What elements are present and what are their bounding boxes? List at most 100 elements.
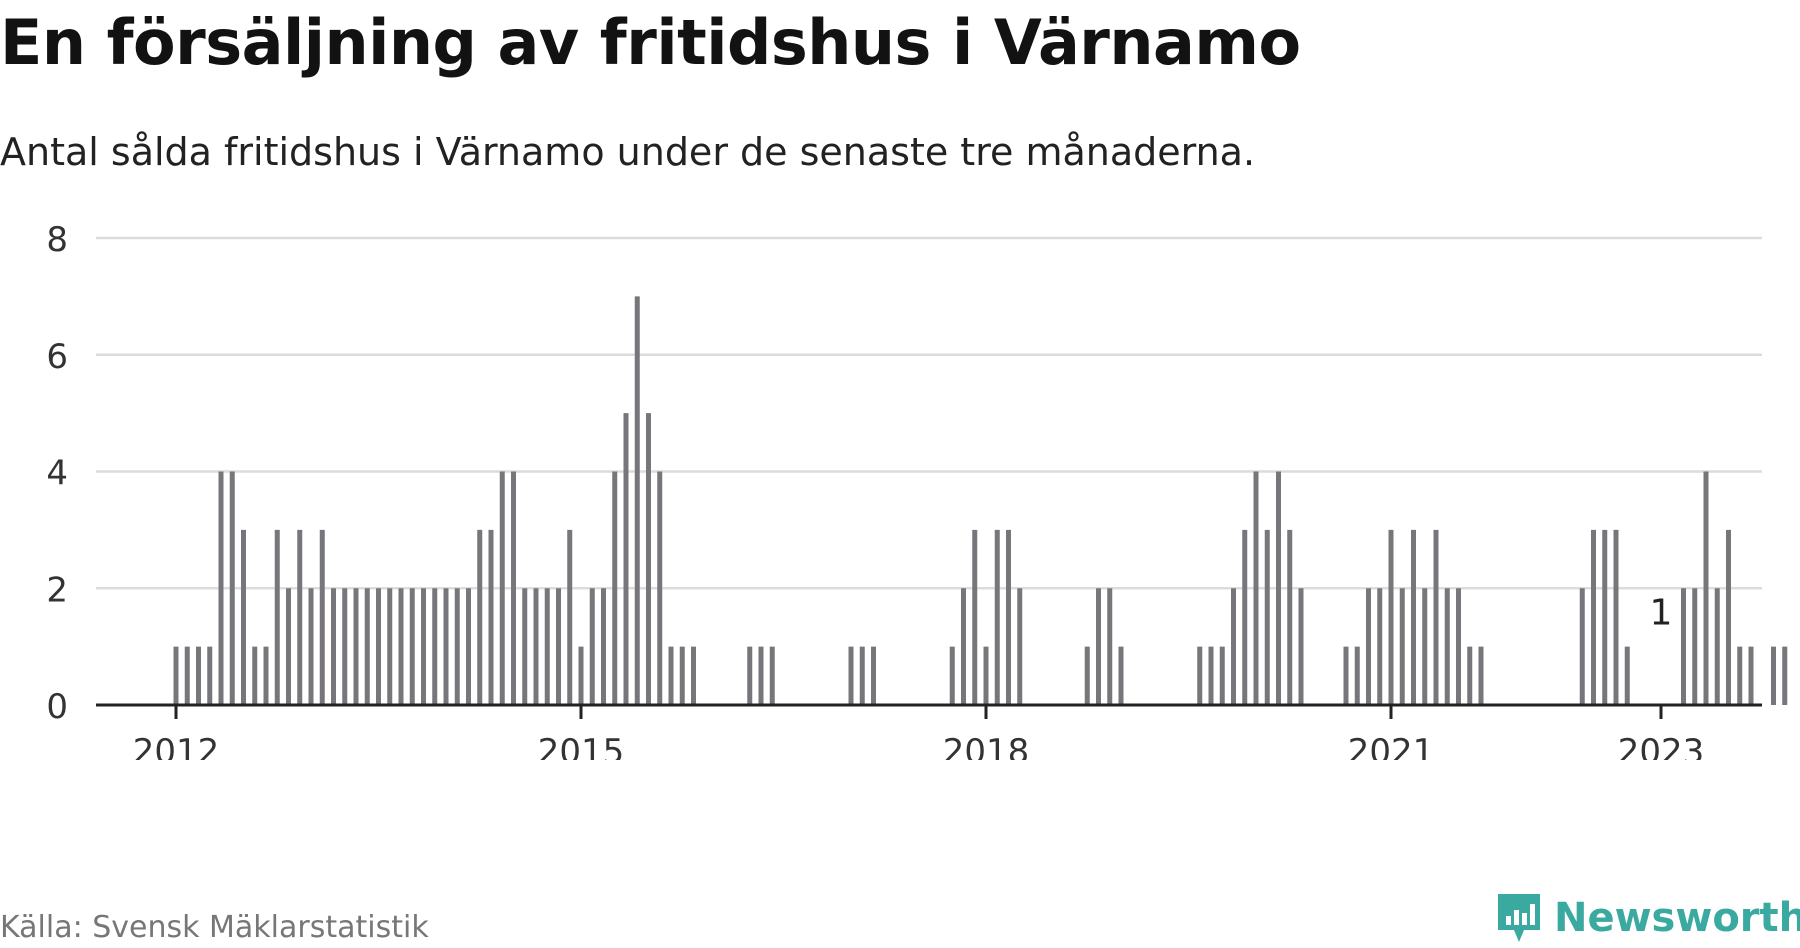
newsworthy-logo: Newsworthy	[1494, 890, 1800, 946]
bar	[1478, 646, 1484, 705]
bar	[1624, 646, 1630, 705]
brand-name: Newsworthy	[1554, 895, 1800, 941]
bar	[522, 588, 528, 705]
bar	[623, 413, 629, 705]
bar	[499, 471, 505, 705]
bar	[634, 296, 640, 705]
bar	[1613, 529, 1619, 705]
bar	[173, 646, 179, 705]
bar	[1692, 588, 1698, 705]
bar	[1107, 588, 1113, 705]
bar	[758, 646, 764, 705]
x-tick-label: 2021	[1348, 732, 1435, 760]
bar	[747, 646, 753, 705]
bar	[241, 529, 246, 705]
bar	[1399, 588, 1405, 705]
bar	[308, 588, 314, 705]
bar	[319, 529, 325, 705]
bar	[657, 471, 663, 705]
bar	[263, 646, 269, 705]
bar	[207, 646, 213, 705]
bar	[983, 646, 989, 705]
highlight-value-label: 1	[1650, 593, 1673, 634]
bar	[331, 588, 336, 705]
bar	[1737, 646, 1743, 705]
y-tick-label: 0	[46, 687, 68, 727]
bar	[769, 646, 775, 705]
bar	[1444, 588, 1450, 705]
bars	[173, 296, 1788, 705]
bar	[848, 646, 854, 705]
bar	[972, 529, 978, 705]
x-tick-label: 2023	[1618, 732, 1705, 760]
gridlines	[96, 236, 1762, 590]
bar	[1219, 646, 1225, 705]
bar	[286, 588, 291, 705]
bar	[218, 471, 224, 705]
source-note: Källa: Svensk Mäklarstatistik	[0, 910, 429, 945]
bar	[668, 646, 674, 705]
bar	[589, 588, 595, 705]
x-tick-label: 2015	[538, 732, 625, 760]
bar	[961, 588, 966, 705]
bar	[1748, 646, 1754, 705]
bar	[1388, 529, 1394, 705]
bar	[1276, 471, 1281, 705]
bar	[1714, 588, 1720, 705]
bar	[443, 588, 449, 705]
bar	[297, 529, 303, 705]
bar	[1681, 588, 1686, 705]
bar	[184, 646, 190, 705]
axes	[96, 703, 1762, 719]
bar	[1726, 529, 1731, 705]
bar	[1467, 646, 1473, 705]
bar	[1377, 588, 1383, 705]
bar	[1264, 529, 1270, 705]
bar	[353, 588, 359, 705]
bar	[387, 588, 393, 705]
bar	[679, 646, 685, 705]
bar	[601, 588, 606, 705]
bar	[578, 646, 584, 705]
bar	[994, 529, 1000, 705]
bar	[1096, 588, 1101, 705]
bar	[398, 588, 404, 705]
tick-labels: 0 2 4 6 8 1 2012 2015 2018 2021 2023	[46, 220, 1704, 760]
x-tick-label: 2018	[943, 732, 1030, 760]
bar	[342, 588, 348, 705]
bar	[454, 588, 460, 705]
bar	[567, 529, 573, 705]
bar	[1084, 646, 1090, 705]
bar	[1456, 588, 1461, 705]
bar	[1343, 646, 1349, 705]
chart-title: En försäljning av fritidshus i Värnamo	[0, 6, 1301, 79]
bar	[1197, 646, 1203, 705]
bar	[252, 646, 258, 705]
bar	[1208, 646, 1214, 705]
bar	[646, 413, 651, 705]
bar	[859, 646, 865, 705]
bar	[1298, 588, 1304, 705]
bar	[488, 529, 494, 705]
bar	[556, 588, 561, 705]
bar	[1253, 471, 1259, 705]
y-tick-label: 4	[46, 454, 68, 494]
x-tick-label: 2012	[133, 732, 220, 760]
y-tick-label: 6	[46, 337, 68, 377]
bar	[376, 588, 381, 705]
bar	[1118, 646, 1124, 705]
bar	[1782, 646, 1788, 705]
bar	[477, 529, 483, 705]
bar	[1242, 529, 1248, 705]
bar	[1017, 588, 1023, 705]
newsworthy-icon	[1498, 894, 1540, 942]
bar	[949, 646, 955, 705]
y-tick-label: 2	[46, 570, 68, 610]
bar	[1287, 529, 1293, 705]
bar	[871, 646, 876, 705]
bar	[229, 471, 235, 705]
bar	[1602, 529, 1608, 705]
bar	[1433, 529, 1439, 705]
bar	[1579, 588, 1585, 705]
bar	[196, 646, 201, 705]
